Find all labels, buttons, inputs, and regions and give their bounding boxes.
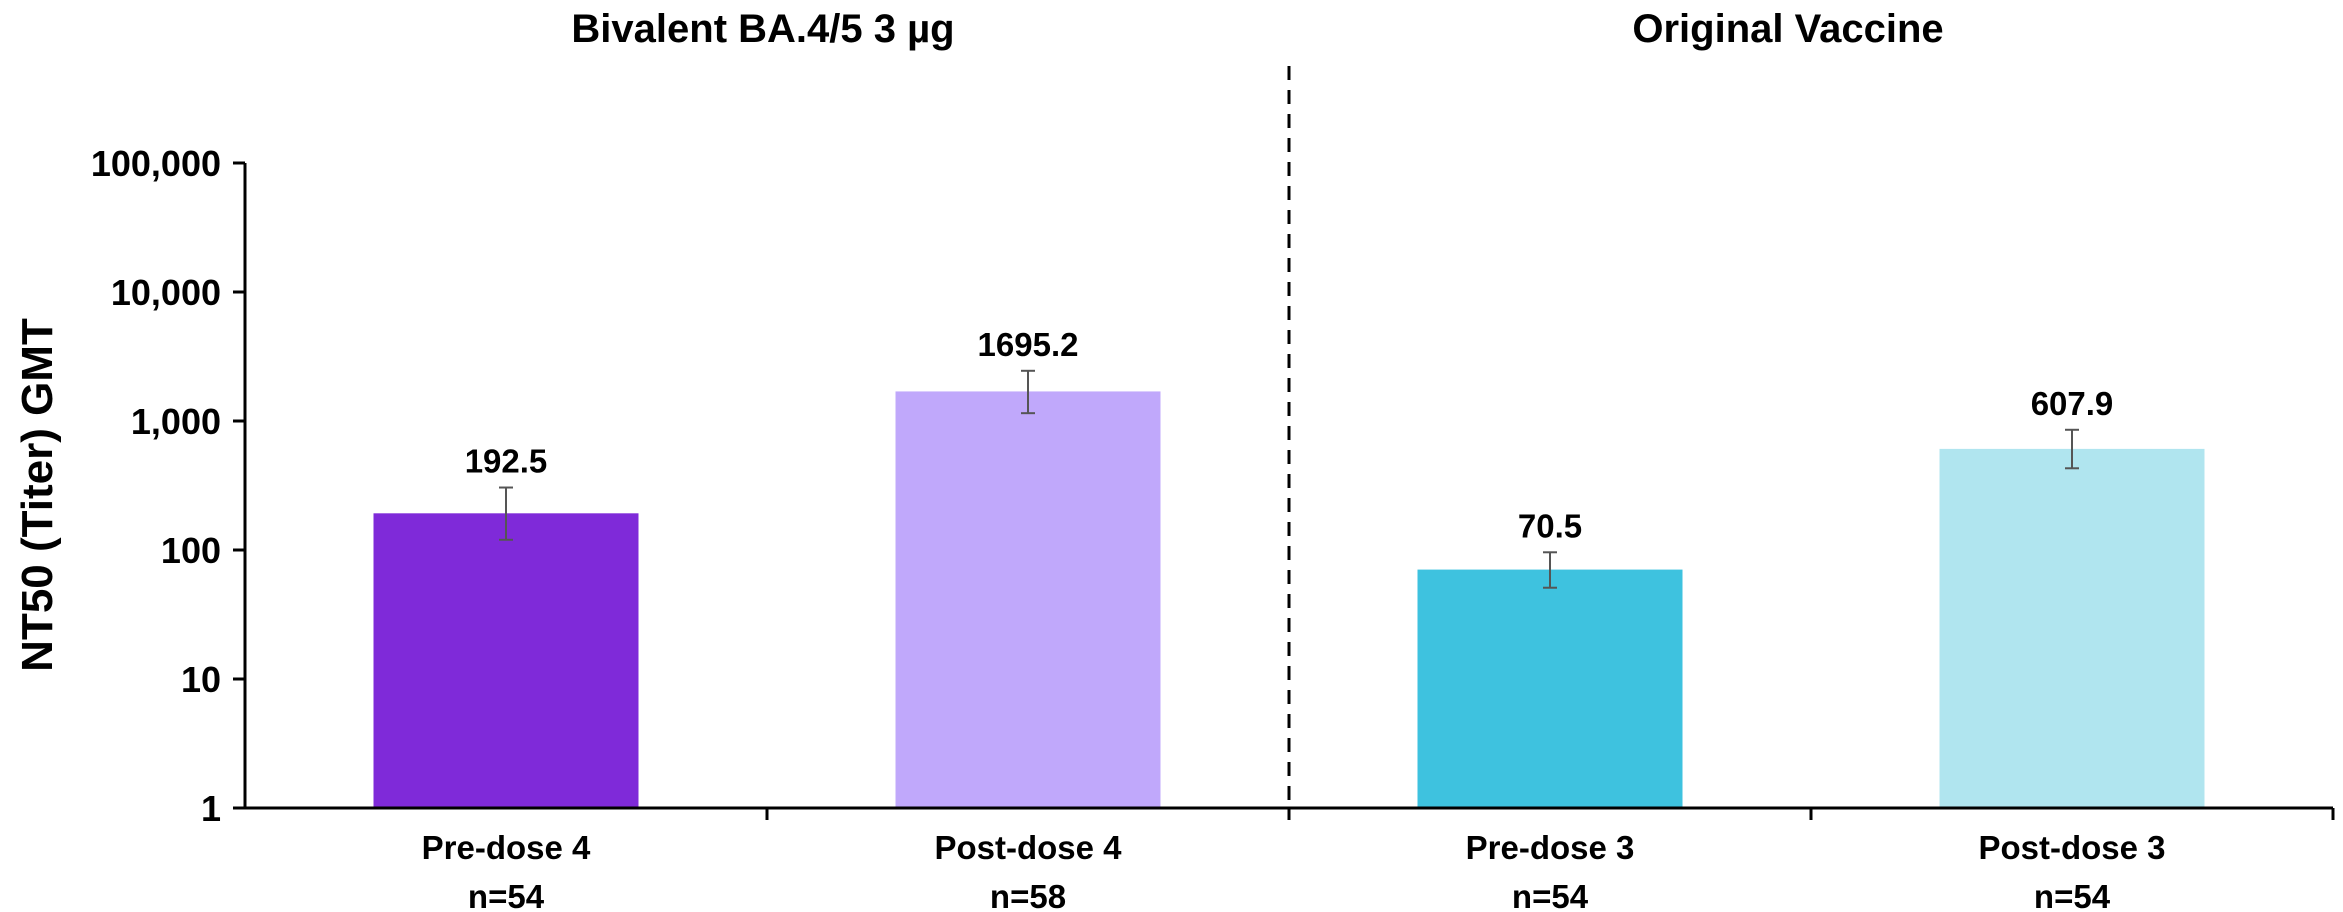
bar-2 (1417, 569, 1683, 808)
category-label-0: Pre-dose 4 (422, 829, 591, 866)
category-n-1: n=58 (990, 878, 1066, 912)
category-label-3: Post-dose 3 (1978, 829, 2165, 866)
data-label-3: 607.9 (2031, 385, 2114, 422)
y-tick-label-4: 10,000 (111, 272, 221, 313)
data-label-2: 70.5 (1518, 507, 1582, 544)
category-label-2: Pre-dose 3 (1466, 829, 1635, 866)
bar-0 (373, 513, 639, 808)
y-axis-label: NT50 (Titer) GMT (13, 318, 62, 672)
y-tick-label-1: 10 (181, 659, 221, 700)
y-tick-label-2: 100 (161, 530, 221, 571)
category-n-2: n=54 (1512, 878, 1589, 912)
category-label-1: Post-dose 4 (934, 829, 1122, 866)
category-n-0: n=54 (468, 878, 545, 912)
bar-3 (1939, 448, 2205, 808)
y-tick-label-0: 1 (201, 788, 221, 829)
y-tick-label-3: 1,000 (131, 401, 221, 442)
data-label-1: 1695.2 (978, 326, 1079, 363)
data-label-0: 192.5 (465, 443, 548, 480)
y-tick-label-5: 100,000 (91, 143, 221, 184)
bar-1 (895, 391, 1161, 808)
group-title-bivalent: Bivalent BA.4/5 3 µg (571, 7, 954, 51)
category-n-3: n=54 (2034, 878, 2111, 912)
group-title-original: Original Vaccine (1632, 7, 1943, 51)
plot-area: 192.5 1695.2 70.5 607.9 1 10 100 1,000 10,000 100… (91, 66, 2335, 912)
